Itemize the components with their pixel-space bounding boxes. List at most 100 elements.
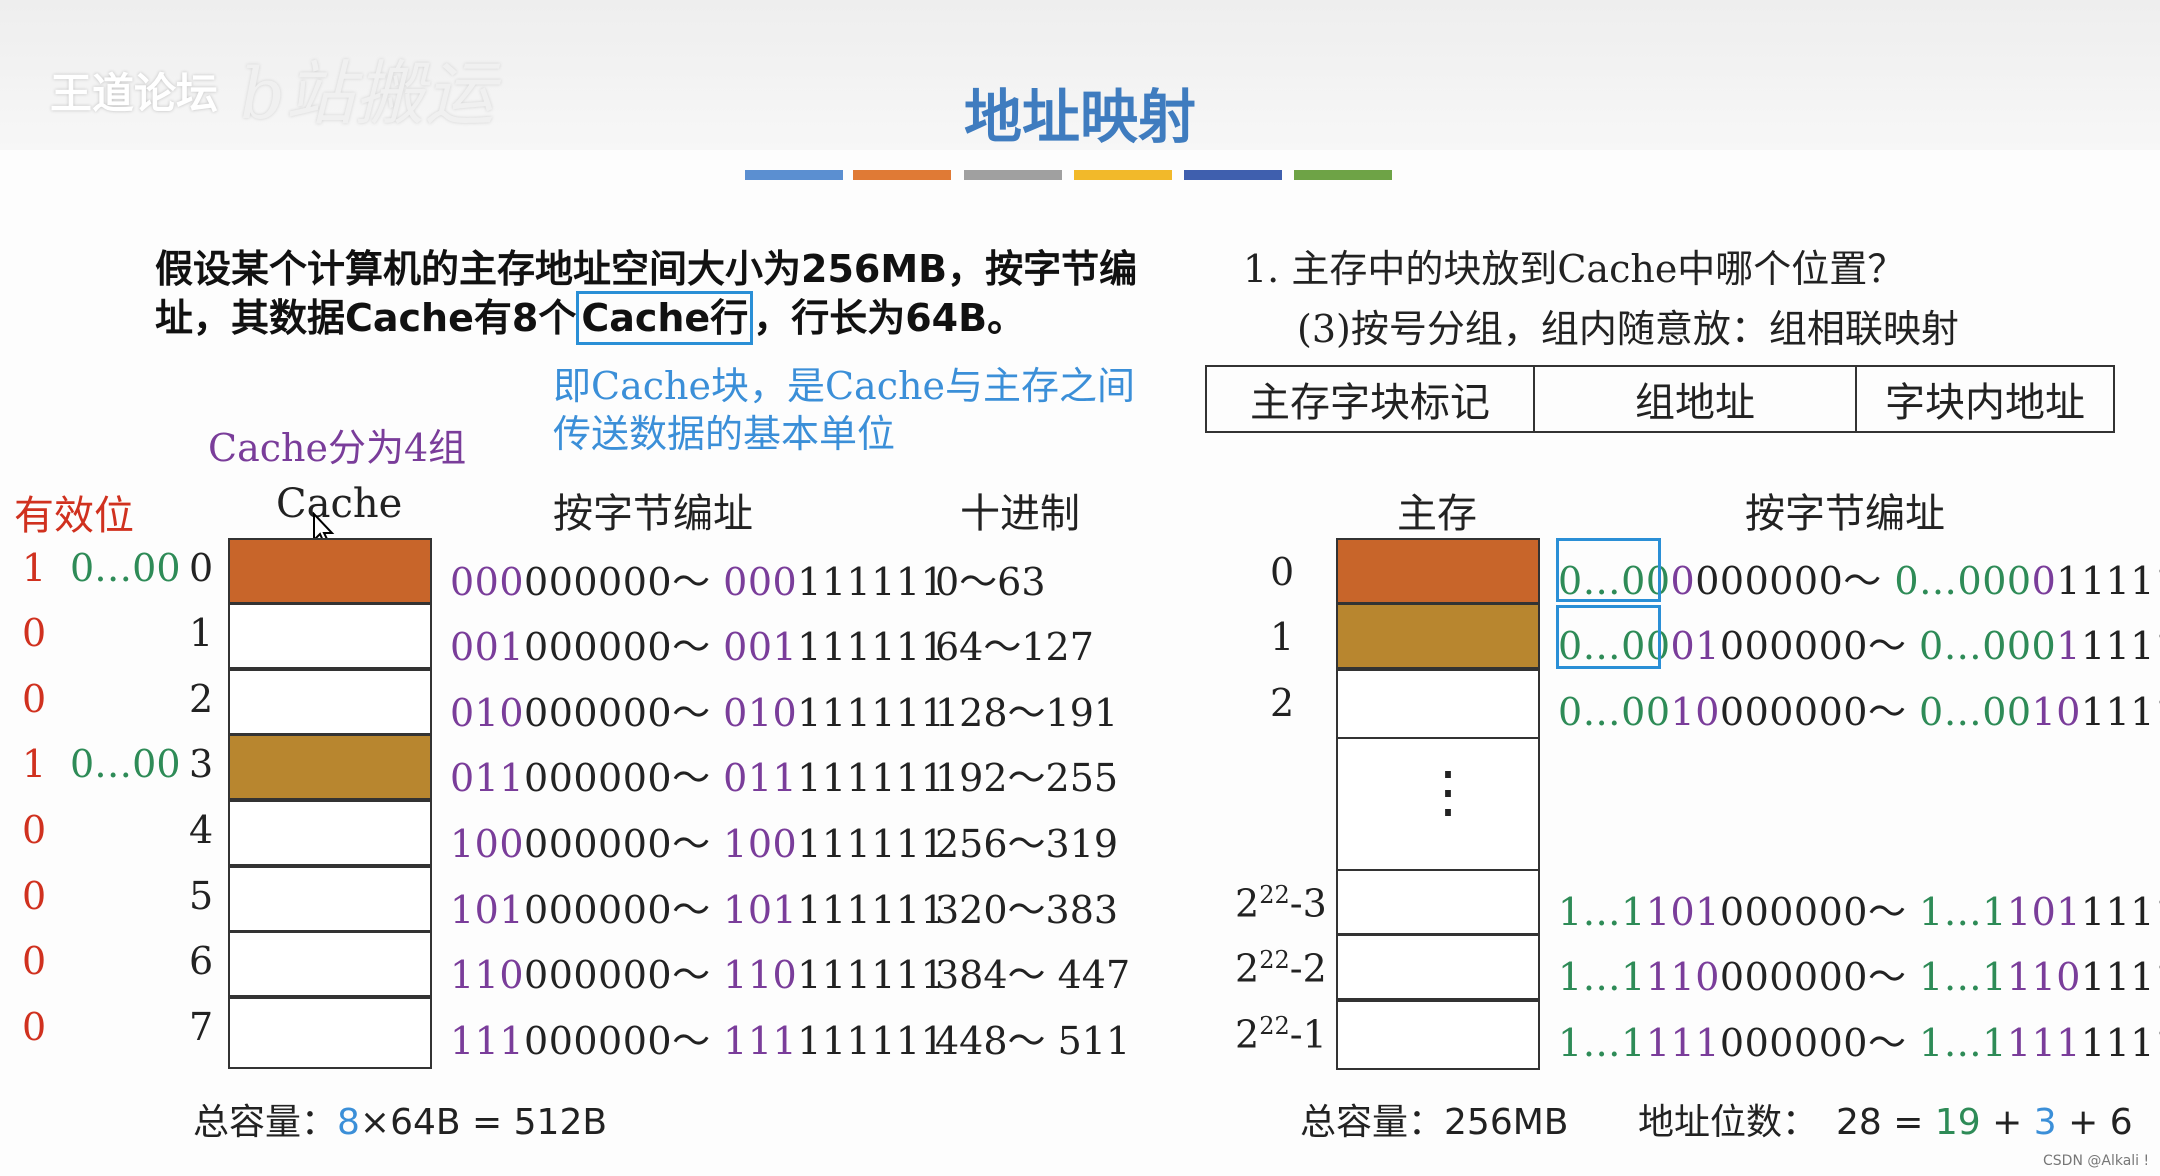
offset-end: 111111 [2080, 624, 2160, 668]
block-index-exp: 22 [1259, 946, 1290, 974]
decimal-range: 0～63 [935, 560, 1046, 604]
address-bits-label: 地址位数： [1638, 1102, 1819, 1143]
memory-block-index: 222-1 [1235, 1012, 1327, 1057]
block-index-base: 2 [1235, 946, 1260, 991]
tag-bits: 0…00 [1558, 690, 1671, 734]
problem-text-2a: 址，其数据Cache有8个 [155, 296, 577, 340]
cache-line-index: 3 [189, 742, 214, 786]
tag-bits: 0…00 [1558, 559, 1671, 603]
offset-end: 111111 [797, 822, 946, 866]
offset-end: 111111 [797, 953, 946, 997]
cache-line-index: 7 [189, 1005, 214, 1049]
block-index-exp: 22 [1259, 881, 1290, 909]
group-highlight-box-0 [1556, 538, 1661, 602]
cache-line-index: 0 [189, 546, 214, 590]
cache-line-cell [228, 866, 432, 932]
valid-bit: 0 [22, 808, 47, 852]
memory-address-range: 1…1111000000～ 1…1111111111 [1558, 1012, 2160, 1067]
watermark-logo: 王道论坛 [50, 69, 219, 118]
memory-block-cell [1336, 869, 1540, 935]
group-bits: 111 [723, 1019, 798, 1063]
block-index-exp: 22 [1259, 1012, 1290, 1040]
cache-address-range: 100000000～ 100111111 [450, 813, 945, 868]
offset-start: 000000～ [524, 691, 724, 735]
cache-line-cell [228, 538, 432, 604]
main-memory-header: 主存 [1397, 491, 1477, 537]
cache-line-cell [228, 997, 432, 1069]
group-bits: 110 [450, 953, 525, 997]
watermark-logo-secondary: b站搬运 [240, 53, 495, 135]
address-bits-group: 3 [2033, 1102, 2057, 1143]
left-total-label: 总容量： [193, 1102, 338, 1143]
cache-line-cell [228, 734, 432, 800]
color-bar-0 [745, 170, 843, 180]
tag-bits: 1…1 [1919, 890, 2007, 934]
cache-line-cell [228, 669, 432, 735]
memory-block-cell [1336, 538, 1540, 604]
group-bits: 101 [723, 888, 798, 932]
cache-line-cell [228, 800, 432, 866]
page-title: 地址映射 [963, 83, 1196, 151]
memory-address-range: 0…000000000～ 0…0000111111 [1558, 550, 2160, 605]
valid-bit: 0 [22, 1005, 47, 1049]
header-band [0, 0, 2160, 150]
offset-start: 000000～ [524, 560, 724, 604]
question-1: 1. 主存中的块放到Cache中哪个位置？ [1243, 247, 1906, 291]
right-total-label: 总容量： [1300, 1102, 1445, 1143]
right-total-value: 256MB [1444, 1102, 1569, 1143]
tag-bits: 1…1 [1919, 1021, 2007, 1065]
color-bar-2 [964, 170, 1062, 180]
memory-block-index: 222-3 [1235, 881, 1327, 926]
cache-line-index: 1 [189, 611, 214, 655]
offset-end: 111111 [2080, 1021, 2160, 1065]
group-bits: 110 [1645, 955, 1720, 999]
valid-bit: 0 [22, 677, 47, 721]
field-group: 组地址 [1535, 367, 1857, 431]
cache-tag: 0…00 [70, 546, 181, 590]
group-bits: 111 [1645, 1021, 1720, 1065]
left-total: 总容量：8×64B = 512B [193, 1093, 607, 1145]
offset-end: 111111 [797, 691, 946, 735]
offset-end: 111111 [2080, 955, 2160, 999]
memory-block-index: 1 [1270, 615, 1294, 659]
offset-end: 111111 [797, 756, 946, 800]
problem-text-1: 假设某个计算机的主存地址空间大小为256MB，按字节编 [155, 247, 1138, 291]
group-bits: 10 [2031, 690, 2081, 734]
offset-start: 000000～ [1719, 624, 1920, 668]
offset-end: 111111 [2080, 690, 2160, 734]
group-bits: 0 [2031, 559, 2057, 603]
offset-end: 111111 [2056, 559, 2160, 603]
decimal-range: 192～255 [935, 756, 1119, 800]
offset-start: 000000～ [524, 953, 724, 997]
tag-bits: 1…1 [1558, 955, 1646, 999]
valid-bit-header: 有效位 [14, 493, 134, 539]
group-bits: 101 [2006, 890, 2081, 934]
cache-line-index: 2 [189, 677, 214, 721]
group-bits: 10 [1670, 690, 1720, 734]
color-bar-5 [1294, 170, 1392, 180]
cache-line-cell [228, 931, 432, 997]
group-highlight-box-1 [1556, 605, 1661, 669]
decimal-range: 320～383 [935, 888, 1119, 932]
memory-block-index: 0 [1270, 550, 1294, 594]
address-bits-rest: + 6 [2056, 1102, 2133, 1143]
tag-bits: 1…1 [1919, 955, 2007, 999]
tag-bits: 0…00 [1919, 690, 2032, 734]
cache-address-range: 011000000～ 011111111 [450, 747, 945, 802]
question-2: (3)按号分组，组内随意放：组相联映射 [1297, 307, 1959, 351]
block-index-base: 2 [1270, 681, 1295, 725]
credit-text: CSDN @Alkali ! [2043, 1153, 2150, 1169]
offset-end: 111111 [797, 625, 946, 669]
memory-address-range: 0…0001000000～ 0…0001111111 [1558, 615, 2160, 670]
cache-address-range: 000000000～ 000111111 [450, 551, 945, 606]
color-bar-3 [1074, 170, 1172, 180]
cache-line-term: Cache行 [576, 291, 754, 345]
decimal-range: 384～ 447 [935, 953, 1131, 997]
memory-address-range: 1…1110000000～ 1…1110111111 [1558, 946, 2160, 1001]
cache-groups-label: Cache分为4组 [208, 426, 467, 470]
problem-text-2c: ，行长为64B。 [753, 296, 1026, 340]
tag-bits: 0…000 [1919, 624, 2057, 668]
decimal-range: 448～ 511 [935, 1019, 1131, 1063]
address-bits-plus1: + [1980, 1102, 2034, 1143]
cache-address-range: 010000000～ 010111111 [450, 682, 945, 737]
